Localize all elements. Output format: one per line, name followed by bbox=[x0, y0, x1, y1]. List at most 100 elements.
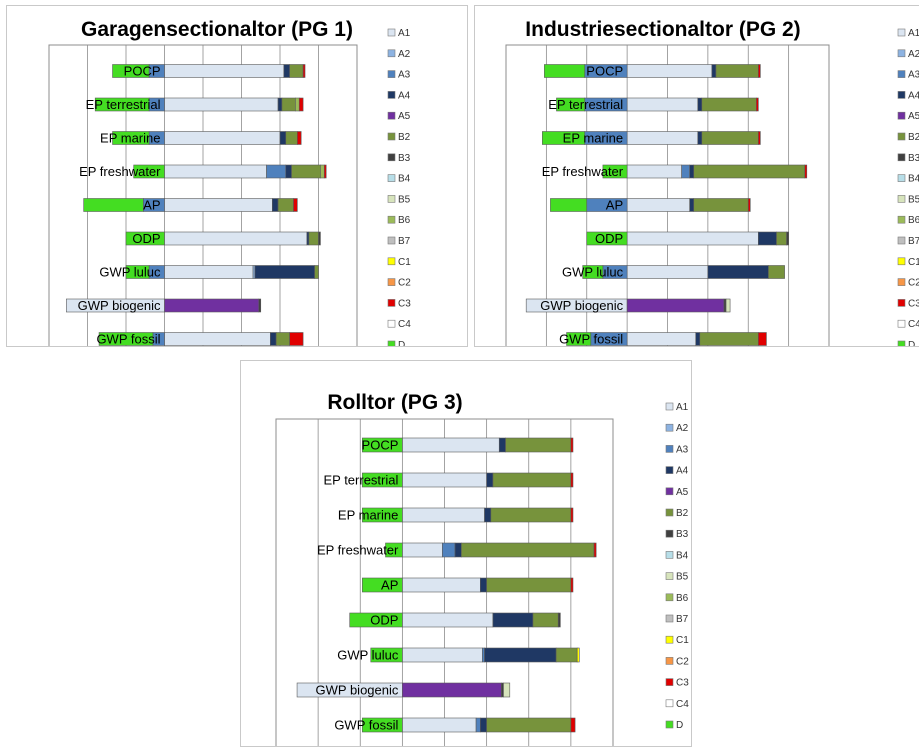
category-label: POCP bbox=[124, 64, 161, 79]
plot-area bbox=[505, 44, 830, 346]
bar-ep-terrestrial-a4 bbox=[486, 472, 494, 488]
chart-pg3: Rolltor (PG 3)-60%-40%-20%0%20%40%60%80%… bbox=[275, 391, 689, 746]
category-label: AP bbox=[381, 578, 398, 593]
bar-ap-c3 bbox=[570, 577, 574, 593]
legend-label-a3: A3 bbox=[398, 70, 411, 81]
legend-label-b4: B4 bbox=[676, 550, 689, 561]
bar-ap-c3 bbox=[293, 198, 298, 212]
bar-gwp-luluc-a1 bbox=[626, 265, 709, 279]
bar-gwp-fossil-a1 bbox=[164, 332, 271, 346]
bar-ap-b2 bbox=[277, 198, 294, 212]
category-label: AP bbox=[606, 198, 623, 213]
legend-label-b7: B7 bbox=[908, 236, 919, 247]
legend-label-a5: A5 bbox=[398, 111, 411, 122]
legend-swatch-c2 bbox=[897, 278, 906, 286]
legend-swatch-a2 bbox=[387, 49, 396, 58]
bar-ep-terrestrial-b2 bbox=[281, 97, 296, 112]
bar-ep-freshwater-a1 bbox=[164, 164, 267, 179]
bar-gwp-luluc-c1 bbox=[576, 647, 580, 663]
legend-label-a3: A3 bbox=[908, 70, 919, 81]
legend-label-c2: C2 bbox=[398, 278, 411, 289]
bar-gwp-luluc-a1 bbox=[164, 265, 254, 279]
bar-odp-a4 bbox=[492, 612, 534, 628]
bar-ep-freshwater-d bbox=[602, 164, 628, 179]
legend-label-b6: B6 bbox=[908, 215, 919, 226]
legend-label-a5: A5 bbox=[908, 111, 919, 122]
legend-label-c2: C2 bbox=[676, 656, 689, 667]
bar-gwp-luluc-d bbox=[582, 265, 604, 279]
bar-ep-marine-c3 bbox=[758, 131, 761, 145]
bar-pocp-d bbox=[112, 64, 150, 78]
bar-ep-marine-d bbox=[542, 131, 586, 145]
legend-label-b4: B4 bbox=[398, 174, 411, 185]
chart-title: Industriesectionaltor (PG 2) bbox=[525, 18, 800, 41]
bar-ep-terrestrial-a4 bbox=[277, 97, 283, 112]
category-label: ODP bbox=[595, 231, 623, 246]
category-label: AP bbox=[143, 198, 160, 213]
bar-ep-freshwater-d bbox=[385, 542, 403, 558]
legend-label-a1: A1 bbox=[398, 28, 411, 39]
bar-ap-a4 bbox=[689, 198, 695, 212]
bar-odp-b2 bbox=[776, 231, 787, 246]
legend-swatch-c1 bbox=[665, 635, 674, 644]
bar-ap-a4 bbox=[271, 198, 279, 212]
bar-gwp-biogenic-a5 bbox=[402, 682, 502, 698]
bar-pocp-a4 bbox=[711, 64, 717, 78]
bar-pocp-b2 bbox=[505, 437, 572, 453]
category-label: POCP bbox=[362, 438, 399, 453]
bar-gwp-luluc-d bbox=[370, 647, 403, 663]
category-label: EP marine bbox=[563, 131, 623, 146]
legend-swatch-a2 bbox=[897, 49, 906, 58]
legend-label-c3: C3 bbox=[676, 678, 689, 689]
legend-swatch-a1 bbox=[897, 28, 906, 37]
category-label: EP freshwater bbox=[542, 164, 624, 179]
legend-swatch-d bbox=[665, 720, 674, 729]
bar-pocp-c3 bbox=[758, 64, 761, 78]
legend-label-c3: C3 bbox=[908, 298, 919, 309]
legend-swatch-c3 bbox=[897, 299, 906, 307]
legend-label-c2: C2 bbox=[908, 278, 919, 289]
bar-ap-a1 bbox=[164, 198, 273, 212]
bar-ep-marine-a4 bbox=[279, 131, 287, 145]
bar-odp-a4 bbox=[758, 231, 777, 246]
bar-pocp-a4 bbox=[498, 437, 506, 453]
legend-swatch-d bbox=[897, 340, 906, 346]
chart-panel-pg3: Rolltor (PG 3)-60%-40%-20%0%20%40%60%80%… bbox=[240, 360, 692, 747]
category-label: EP freshwater bbox=[317, 543, 399, 558]
legend-swatch-a3 bbox=[387, 70, 396, 78]
bar-ep-freshwater-c3 bbox=[804, 164, 808, 179]
bar-gwp-biogenic-b3 bbox=[501, 682, 504, 698]
bar-ep-marine-c3 bbox=[570, 507, 574, 523]
bar-pocp-a4 bbox=[283, 64, 290, 78]
bar-gwp-fossil-a4 bbox=[480, 717, 487, 733]
bar-odp-d bbox=[349, 612, 403, 628]
legend-swatch-b2 bbox=[897, 132, 906, 141]
bar-gwp-luluc-a3 bbox=[482, 647, 485, 663]
legend-swatch-a5 bbox=[665, 487, 674, 496]
plot-area bbox=[275, 418, 614, 746]
legend-swatch-b2 bbox=[665, 508, 674, 517]
legend-swatch-b6 bbox=[665, 593, 674, 602]
bar-ep-freshwater-a3 bbox=[266, 164, 287, 179]
legend-label-b6: B6 bbox=[676, 593, 689, 604]
legend-swatch-b3 bbox=[387, 153, 396, 162]
bar-ep-freshwater-b2 bbox=[693, 164, 806, 179]
bar-gwp-fossil-a4 bbox=[270, 332, 277, 346]
legend-label-c4: C4 bbox=[908, 319, 919, 330]
bar-pocp-d bbox=[544, 64, 586, 78]
category-label: EP marine bbox=[100, 131, 160, 146]
bar-ep-terrestrial-b6 bbox=[295, 97, 300, 112]
plot-area bbox=[48, 44, 358, 346]
bar-gwp-fossil-a1 bbox=[402, 717, 477, 733]
bar-ep-terrestrial-b2 bbox=[492, 472, 572, 488]
legend-swatch-a4 bbox=[897, 91, 906, 99]
legend-label-b2: B2 bbox=[398, 132, 411, 143]
bar-gwp-fossil-d bbox=[362, 717, 403, 733]
bar-ep-freshwater-a3 bbox=[442, 542, 456, 558]
bar-odp-d bbox=[586, 231, 628, 246]
legend-label-b2: B2 bbox=[676, 508, 689, 519]
bar-gwp-fossil-b2 bbox=[699, 332, 759, 346]
bar-ep-terrestrial-c3 bbox=[570, 472, 574, 488]
legend-swatch-b3 bbox=[897, 153, 906, 162]
bar-gwp-biogenic-b5 bbox=[503, 682, 511, 698]
